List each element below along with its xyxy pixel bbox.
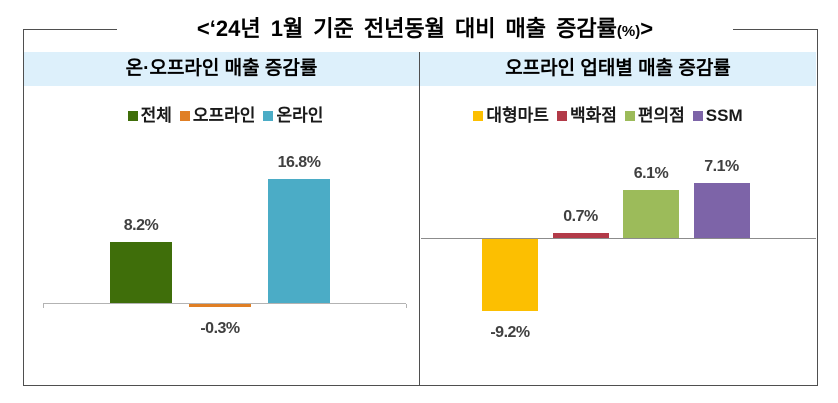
bar-value-label: 0.7% [563,207,598,225]
bar-SSM [693,182,750,238]
legend-item: 오프라인 [179,106,256,125]
axis-tick [406,304,407,308]
figure-title: <‘24년 1월 기준 전년동월 대비 매출 증감률(%)> [117,8,733,50]
legend-label: 편의점 [637,106,685,125]
legend-item: 편의점 [624,106,685,125]
panel-divider [419,52,420,385]
legend-swatch-icon [692,111,703,121]
bar-오프라인 [189,304,251,307]
legend-swatch-icon [263,111,274,121]
legend-swatch-icon [127,111,138,121]
panel-right-header: 오프라인 업태별 매출 증감률 [420,52,816,86]
chart-outer-box [23,29,818,386]
figure-title-close: > [640,16,654,41]
legend-item: 백화점 [556,106,617,125]
panel-left-header: 온·오프라인 매출 증감률 [24,52,419,86]
bar-value-label: -9.2% [490,323,530,341]
x-axis-line [421,238,816,239]
legend-label: 백화점 [569,106,617,125]
legend-label: 온라인 [276,106,324,125]
legend-item: 전체 [127,106,172,125]
bar-대형마트 [482,239,538,311]
legend-item: 대형마트 [473,106,549,125]
legend-swatch-icon [624,111,635,121]
x-axis-line [43,303,406,304]
legend-swatch-icon [179,111,190,121]
panel-right-legend: 대형마트 백화점 편의점 SSM [410,106,806,125]
legend-item: SSM [692,106,743,125]
legend-item: 온라인 [263,106,324,125]
bar-편의점 [623,190,679,238]
bar-백화점 [552,232,609,238]
bar-value-label: 6.1% [633,165,669,183]
panel-online-offline: 온·오프라인 매출 증감률 전체 오프라인 온라인 8.2% -0.3% 16.8% [24,30,419,384]
legend-label: 오프라인 [192,106,256,125]
figure-title-main: <‘24년 1월 기준 전년동월 대비 매출 증감률 [196,16,617,41]
figure-title-unit: (%) [616,23,641,40]
legend-label: 대형마트 [486,106,549,125]
legend-label: SSM [705,106,743,125]
bar-전체 [110,242,172,303]
bar-value-label: 16.8% [277,153,321,171]
legend-label: 전체 [140,106,172,125]
bar-value-label: 8.2% [123,217,159,235]
panel-left-legend: 전체 오프라인 온라인 [28,106,423,125]
bar-온라인 [268,178,330,303]
bar-value-label: 7.1% [704,157,739,175]
axis-tick [43,304,44,308]
bar-value-label: -0.3% [200,320,240,337]
legend-swatch-icon [473,111,484,121]
panel-offline-by-type: 오프라인 업태별 매출 증감률 대형마트 백화점 편의점 SSM -9.2% 0.7% 6… [420,30,816,384]
legend-swatch-icon [556,111,567,121]
